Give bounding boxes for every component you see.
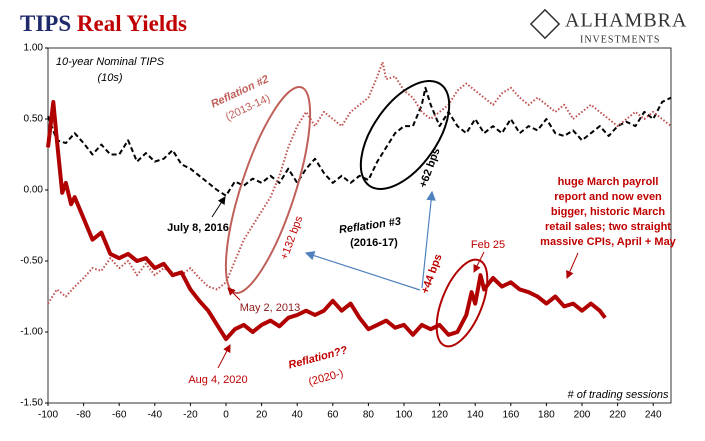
series-line [46, 100, 607, 342]
x-tick-label: 200 [574, 410, 591, 421]
y-tick-label: -1.50 [20, 398, 43, 409]
x-tick-label: 0 [223, 410, 229, 421]
highlight-ellipse [435, 258, 489, 348]
annotation: May 2, 2013 [240, 302, 301, 314]
note-line: bigger, historic March [551, 206, 666, 218]
note-line: report and now even [554, 191, 662, 203]
annotation: 10-year Nominal TIPS [56, 56, 165, 68]
x-tick-label: -20 [183, 410, 198, 421]
arrow [304, 251, 421, 291]
x-tick-label: 60 [327, 410, 339, 421]
note-line: massive CPIs, April + May [540, 236, 677, 248]
annotation: +132 bps [278, 214, 305, 261]
annotation: Reflation #3 [338, 216, 401, 237]
arrow [473, 251, 485, 273]
annotation: July 8, 2016 [167, 222, 229, 234]
plot-frame [47, 47, 672, 404]
x-tick-label: -80 [76, 410, 91, 421]
x-tick-label: -100 [38, 410, 58, 421]
y-tick-label: -1.00 [20, 327, 43, 338]
x-tick-label: 120 [431, 410, 448, 421]
highlight-ellipse [359, 79, 451, 191]
arrow [211, 196, 226, 218]
arrow [421, 190, 436, 289]
x-tick-label: -40 [148, 410, 163, 421]
logo-name: ALHAMBRA [565, 10, 687, 32]
annotation: (10s) [97, 72, 122, 84]
arrow [566, 252, 579, 279]
y-tick-label: 0.00 [24, 185, 44, 196]
annotation: # of trading sessions [568, 389, 669, 401]
x-tick-label: 20 [256, 410, 268, 421]
arrow [227, 287, 241, 301]
y-tick-label: -0.50 [20, 256, 43, 267]
title-part: TIPS [20, 11, 71, 36]
annotation: Aug 4, 2020 [188, 374, 247, 386]
note-line: retail sales; two straight [545, 221, 671, 233]
annotation: Feb 25 [471, 239, 505, 251]
x-tick-label: 220 [609, 410, 626, 421]
logo: ALHAMBRA INVESTMENTS [529, 8, 687, 45]
x-tick-label: 100 [396, 410, 413, 421]
annotation: (2016-17) [350, 237, 398, 249]
x-tick-label: 80 [363, 410, 375, 421]
x-tick-label: 40 [292, 410, 304, 421]
x-tick-label: -60 [112, 410, 127, 421]
y-tick-label: 0.50 [24, 114, 44, 125]
x-tick-label: 240 [645, 410, 662, 421]
note-line: huge March payroll [558, 176, 659, 188]
arrow [217, 344, 231, 369]
x-tick-label: 180 [538, 410, 555, 421]
y-tick-label: 1.00 [24, 43, 44, 54]
x-tick-label: 160 [502, 410, 519, 421]
annotation: (2020-) [307, 368, 344, 389]
x-tick-label: 140 [467, 410, 484, 421]
title-part: Real Yields [77, 11, 187, 36]
chart-title: TIPS Real Yields [20, 11, 187, 36]
annotation: +62 bps [417, 147, 442, 190]
logo-icon [529, 8, 561, 40]
logo-sub: INVESTMENTS [580, 34, 660, 45]
series-line [47, 61, 672, 305]
